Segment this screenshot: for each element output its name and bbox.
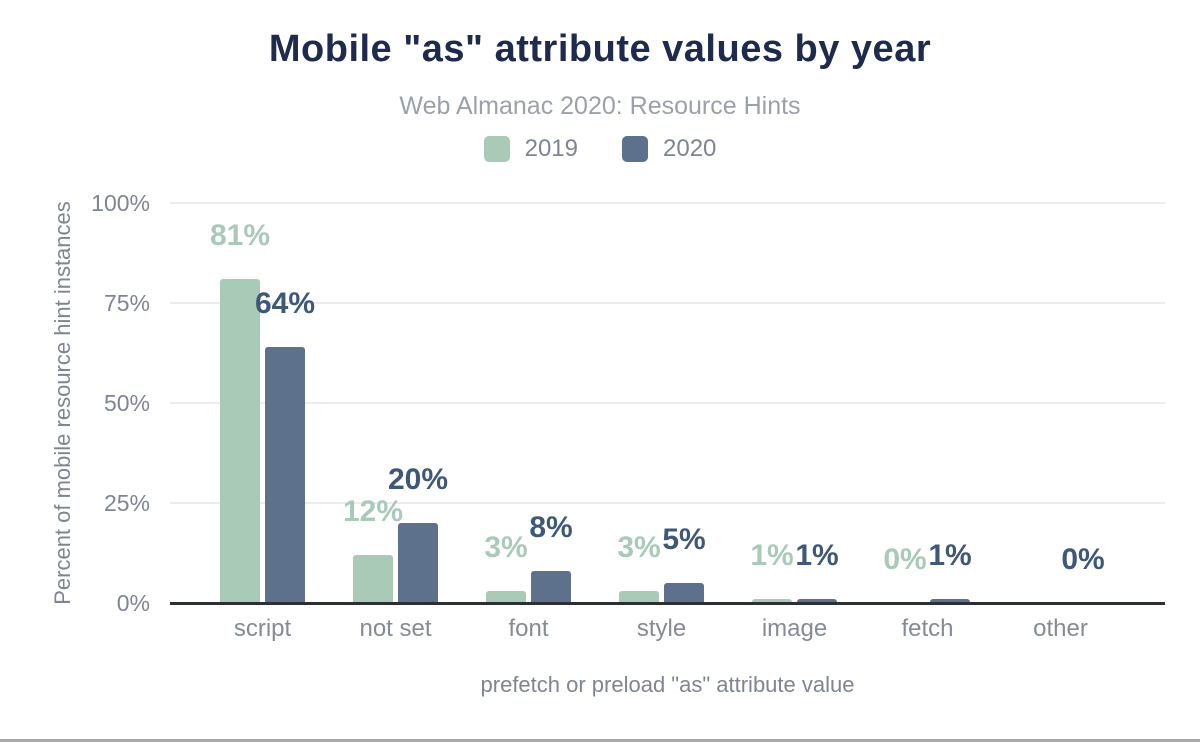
gridline-25 — [170, 502, 1165, 504]
value-label-2020-fetch: 1% — [928, 539, 972, 572]
legend-item-2020: 2020 — [622, 135, 716, 163]
value-label-2019-script: 81% — [209, 219, 271, 252]
legend-label-2020: 2020 — [663, 135, 717, 162]
bar-2020-font — [531, 571, 571, 603]
x-category-label-image: image — [761, 615, 828, 642]
value-label-2020-script: 64% — [254, 287, 316, 320]
y-axis-tick-labels: 100% 75% 50% 25% 0% — [0, 190, 160, 616]
value-label-2020-other: 0% — [1061, 543, 1105, 576]
x-category-label-not-set: not set — [359, 615, 432, 642]
y-tick-label-0: 0% — [116, 590, 150, 616]
value-label-2020-font: 8% — [529, 511, 573, 544]
value-label-2019-font: 3% — [484, 531, 528, 564]
y-tick-label-50: 50% — [103, 390, 150, 416]
bar-2019-not-set — [353, 555, 393, 603]
bar-2020-script — [265, 347, 305, 603]
legend-swatch-2020-icon — [622, 136, 648, 162]
x-axis-line — [170, 602, 1165, 605]
x-axis-title: prefetch or preload "as" attribute value — [480, 672, 855, 697]
legend-item-2019: 2019 — [483, 135, 578, 163]
gridline-50 — [170, 402, 1165, 404]
bar-2020-style — [664, 583, 704, 603]
plot-area: 81% 64% 12% 20% 3% 8% 3% 5% 1% 1% 0% 1% 0% — [170, 202, 1165, 603]
bar-2020-image — [797, 599, 837, 603]
bar-2019-image — [752, 599, 792, 603]
y-tick-label-75: 75% — [103, 290, 150, 316]
x-category-label-font: font — [508, 615, 549, 642]
x-category-label-other: other — [1033, 615, 1088, 642]
value-label-2019-style: 3% — [617, 531, 661, 564]
y-tick-label-25: 25% — [103, 490, 150, 516]
gridline-100 — [170, 202, 1165, 204]
x-category-label-style: style — [636, 615, 687, 642]
gridline-75 — [170, 302, 1165, 304]
value-label-2019-fetch: 0% — [883, 543, 927, 576]
legend-label-2019: 2019 — [524, 135, 578, 162]
x-category-label-fetch: fetch — [901, 615, 954, 642]
value-label-2020-style: 5% — [662, 523, 706, 556]
chart-title: Mobile "as" attribute values by year — [268, 28, 932, 70]
bar-2019-script — [220, 279, 260, 603]
x-category-label-script: script — [233, 615, 292, 642]
y-tick-label-100: 100% — [91, 190, 150, 216]
value-label-2020-not-set: 20% — [387, 463, 449, 496]
x-axis-category-labels: script not set font style image fetch other — [170, 614, 1165, 646]
bar-2019-style — [619, 591, 659, 603]
y-axis-title: Percent of mobile resource hint instance… — [50, 201, 75, 605]
bar-2019-font — [486, 591, 526, 603]
bar-2020-not-set — [398, 523, 438, 603]
window-bottom-edge — [0, 739, 1200, 742]
bar-2020-fetch — [930, 599, 970, 603]
legend-swatch-2019-icon — [483, 136, 510, 162]
value-label-2019-not-set: 12% — [342, 495, 404, 528]
chart-subtitle: Web Almanac 2020: Resource Hints — [399, 92, 801, 120]
legend: 2019 2020 — [0, 134, 1200, 164]
value-label-2020-image: 1% — [795, 539, 839, 572]
value-label-2019-image: 1% — [750, 539, 794, 572]
